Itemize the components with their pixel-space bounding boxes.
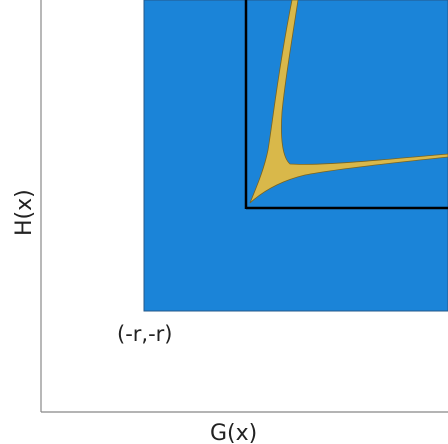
curve-region xyxy=(249,0,448,204)
x-axis-label: G(x) xyxy=(210,421,257,444)
shaded-region xyxy=(143,0,448,312)
y-axis-label: H(x) xyxy=(12,189,37,236)
corner-label: (-r,-r) xyxy=(117,322,172,346)
